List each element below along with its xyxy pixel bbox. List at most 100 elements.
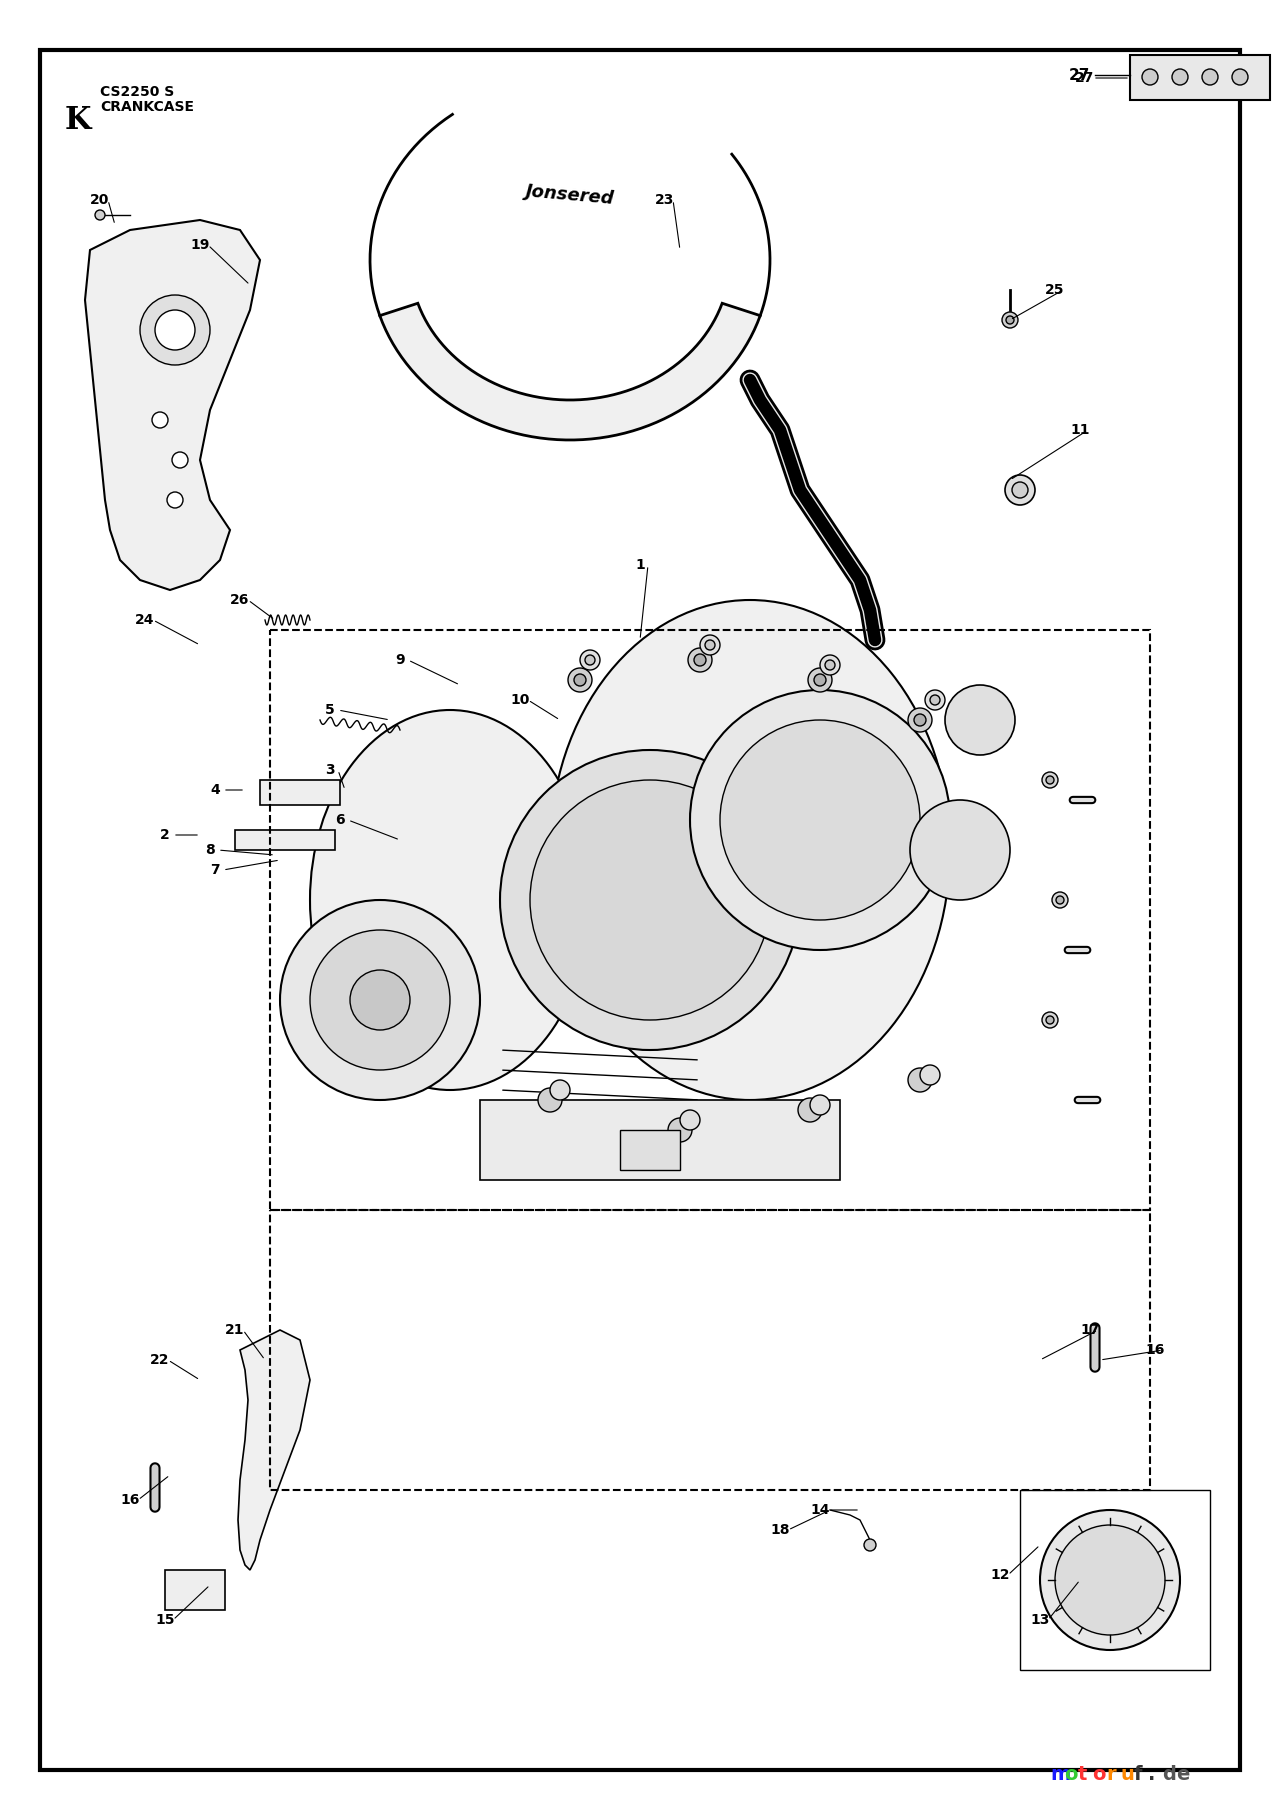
FancyArrowPatch shape	[503, 1091, 697, 1100]
Text: 4: 4	[211, 783, 220, 797]
Circle shape	[1233, 68, 1248, 85]
Circle shape	[499, 751, 800, 1049]
Circle shape	[1043, 1012, 1058, 1028]
Text: 21: 21	[225, 1323, 245, 1337]
Text: 18: 18	[770, 1523, 790, 1537]
Circle shape	[820, 655, 840, 675]
Text: 26: 26	[230, 592, 249, 607]
Text: u: u	[1120, 1766, 1134, 1784]
Circle shape	[1043, 772, 1058, 788]
Circle shape	[155, 310, 195, 349]
Bar	[270, 1210, 1150, 1490]
Text: 3: 3	[325, 763, 335, 778]
Polygon shape	[85, 220, 259, 590]
Circle shape	[864, 1539, 876, 1552]
Circle shape	[167, 491, 184, 508]
Circle shape	[693, 653, 706, 666]
Text: 27: 27	[1068, 67, 1090, 83]
Circle shape	[924, 689, 945, 709]
Text: 16: 16	[121, 1492, 140, 1507]
Text: 23: 23	[655, 193, 674, 207]
Circle shape	[574, 673, 586, 686]
Circle shape	[1012, 482, 1028, 499]
FancyArrowPatch shape	[503, 1049, 697, 1060]
Text: 7: 7	[211, 862, 220, 877]
Text: 24: 24	[135, 614, 155, 626]
Circle shape	[1055, 1525, 1165, 1634]
Polygon shape	[380, 302, 760, 439]
Circle shape	[280, 900, 480, 1100]
Circle shape	[700, 635, 720, 655]
Text: 19: 19	[190, 238, 209, 252]
Circle shape	[1046, 776, 1054, 785]
Text: Jonsered: Jonsered	[525, 182, 615, 207]
Circle shape	[1141, 68, 1158, 85]
Text: o: o	[1091, 1766, 1106, 1784]
Text: 10: 10	[510, 693, 530, 707]
Text: 13: 13	[1030, 1613, 1050, 1627]
Circle shape	[688, 648, 713, 671]
Text: 25: 25	[1045, 283, 1064, 297]
Text: 1: 1	[636, 558, 645, 572]
Circle shape	[910, 799, 1011, 900]
FancyArrowPatch shape	[503, 1111, 697, 1120]
Circle shape	[351, 970, 410, 1030]
Text: 20: 20	[90, 193, 109, 207]
Text: m: m	[1050, 1766, 1071, 1784]
Circle shape	[908, 707, 932, 733]
Ellipse shape	[550, 599, 950, 1100]
Circle shape	[1040, 1510, 1180, 1651]
Text: o: o	[1064, 1766, 1077, 1784]
Circle shape	[814, 673, 826, 686]
Text: d: d	[1162, 1766, 1176, 1784]
Text: 8: 8	[205, 842, 214, 857]
Text: .: .	[1148, 1766, 1156, 1784]
Circle shape	[530, 779, 770, 1021]
FancyArrowPatch shape	[503, 1130, 697, 1139]
Text: f: f	[1134, 1766, 1143, 1784]
Circle shape	[681, 1111, 700, 1130]
Bar	[166, 1570, 225, 1609]
Circle shape	[908, 1067, 932, 1093]
Text: 5: 5	[325, 704, 335, 716]
Text: 16: 16	[1145, 1343, 1165, 1357]
Text: 12: 12	[990, 1568, 1009, 1582]
Text: 22: 22	[150, 1354, 169, 1366]
Circle shape	[538, 1087, 562, 1112]
Ellipse shape	[309, 709, 591, 1091]
Circle shape	[810, 1094, 829, 1114]
Text: 9: 9	[395, 653, 404, 668]
Circle shape	[1202, 68, 1219, 85]
Circle shape	[930, 695, 940, 706]
Bar	[1130, 56, 1270, 101]
Text: 15: 15	[155, 1613, 175, 1627]
Circle shape	[140, 295, 211, 365]
Bar	[235, 830, 335, 850]
Circle shape	[914, 715, 926, 725]
Circle shape	[309, 931, 449, 1069]
Circle shape	[586, 655, 594, 664]
Circle shape	[568, 668, 592, 691]
Text: 11: 11	[1071, 423, 1090, 437]
Text: 14: 14	[810, 1503, 829, 1517]
Circle shape	[921, 1066, 940, 1085]
Polygon shape	[238, 1330, 309, 1570]
Text: t: t	[1079, 1766, 1088, 1784]
FancyArrowPatch shape	[503, 1071, 697, 1080]
Text: K: K	[65, 104, 91, 137]
Bar	[1019, 1490, 1210, 1670]
Circle shape	[1005, 317, 1014, 324]
Circle shape	[705, 641, 715, 650]
Circle shape	[668, 1118, 692, 1141]
Text: 2: 2	[160, 828, 169, 842]
Circle shape	[808, 668, 832, 691]
Circle shape	[1052, 893, 1068, 907]
Bar	[480, 1100, 840, 1181]
Text: 27: 27	[1075, 70, 1095, 85]
Text: r: r	[1106, 1766, 1116, 1784]
Bar	[270, 630, 1150, 1210]
Text: CRANKCASE: CRANKCASE	[100, 101, 194, 113]
Text: e: e	[1176, 1766, 1189, 1784]
Circle shape	[1002, 311, 1018, 328]
Circle shape	[945, 686, 1014, 754]
